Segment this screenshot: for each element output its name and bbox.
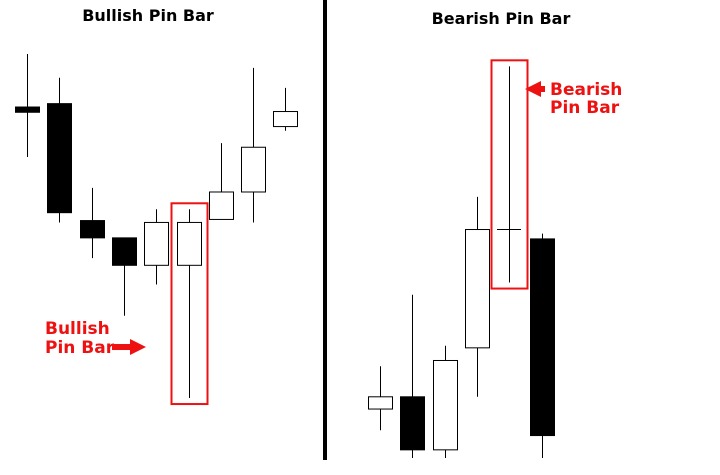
bullish-annotation: Bullish Pin Bar [45, 319, 146, 358]
bearish-candles [368, 59, 555, 458]
bullish-candle-3 [80, 187, 105, 259]
bullish-annotation-line1: Bullish [45, 319, 110, 339]
bearish-annotation: Bearish Pin Bar [525, 80, 622, 118]
bearish-annotation-line2: Pin Bar [550, 98, 620, 118]
bearish-candle-1 [368, 366, 393, 431]
candle-body [80, 220, 105, 239]
panel-divider [323, 0, 327, 460]
bullish-candle-8 [241, 67, 266, 223]
bearish-candle-4 [465, 196, 490, 397]
candle-body [465, 229, 490, 349]
bullish-candle-5 [144, 209, 169, 285]
candle-body [273, 111, 298, 128]
bullish-candle-9 [273, 87, 298, 131]
candle-body [209, 191, 234, 220]
candle-body [47, 103, 72, 214]
candle-body [144, 221, 169, 266]
candle-body [400, 396, 425, 451]
candle-body [433, 359, 458, 451]
candle-body [112, 237, 137, 266]
chart-title-bearish: Bearish Pin Bar [432, 9, 571, 28]
bullish-highlight-box [170, 202, 209, 406]
bearish-highlight-box [490, 59, 529, 290]
chart-title-bullish: Bullish Pin Bar [82, 6, 214, 25]
bullish-arrow [112, 339, 146, 355]
bullish-candle-1 [15, 54, 40, 158]
bullish-candle-6 [177, 209, 202, 399]
candle-body [177, 221, 202, 266]
bearish-candle-5 [497, 66, 521, 283]
bearish-arrow [525, 81, 545, 97]
bullish-candle-4 [112, 237, 137, 316]
bullish-candles [15, 54, 298, 406]
bullish-candle-2 [47, 77, 72, 223]
candle-body [530, 238, 555, 437]
candle-body [15, 106, 40, 113]
bearish-candle-2 [400, 294, 425, 458]
bullish-candle-7 [209, 143, 234, 220]
bearish-candle-6 [530, 233, 555, 458]
candle-body [241, 146, 266, 193]
bearish-candle-3 [433, 345, 458, 458]
bullish-annotation-line2: Pin Bar [45, 338, 115, 358]
candle-body [368, 396, 393, 410]
bearish-annotation-line1: Bearish [550, 80, 622, 100]
